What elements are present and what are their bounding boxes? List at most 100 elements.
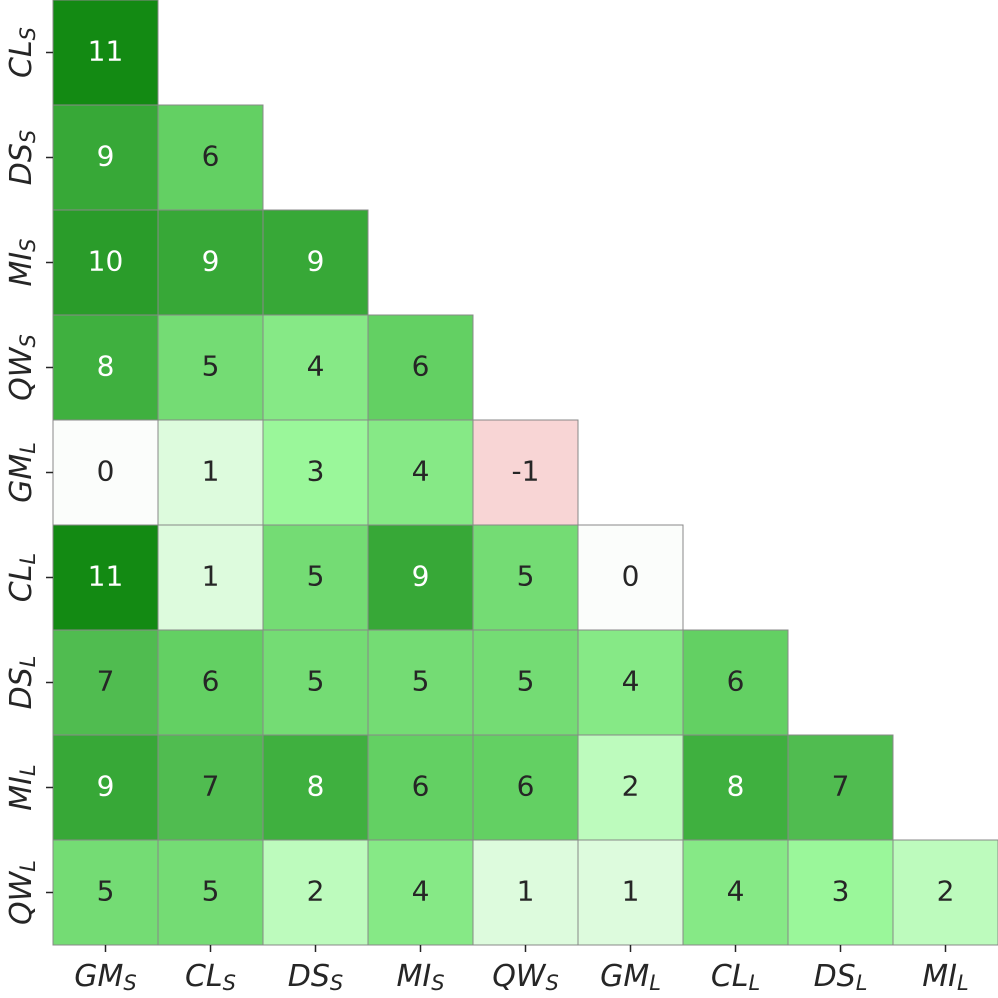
heatmap-cell	[577, 629, 684, 736]
heatmap-cell	[157, 734, 264, 841]
heatmap-cell	[577, 734, 684, 841]
label-text: MI	[4, 776, 39, 811]
axis-label: CLS	[4, 27, 41, 78]
heatmap-cell	[787, 839, 894, 946]
heatmap-cell	[472, 629, 579, 736]
cell-label: 4	[412, 875, 430, 908]
cell-label: 5	[307, 560, 325, 593]
label-text: DS	[4, 143, 39, 185]
cell-label: 1	[517, 875, 535, 908]
label-text: DS	[814, 959, 856, 994]
label-sub: S	[16, 238, 40, 251]
cell-label: 6	[202, 140, 220, 173]
label-text: MI	[4, 252, 39, 287]
heatmap-cell	[577, 524, 684, 631]
cell-label: 10	[88, 245, 124, 278]
heatmap-cell	[367, 524, 474, 631]
label-sub: S	[16, 27, 40, 40]
cell-label: 4	[307, 350, 325, 383]
heatmap-cell	[157, 419, 264, 526]
label-text: GM	[74, 959, 123, 994]
label-sub: L	[16, 553, 40, 565]
cell-label: 2	[622, 770, 640, 803]
label-sub: L	[649, 971, 661, 995]
cell-label: 11	[88, 560, 124, 593]
axis-label: MIL	[4, 764, 41, 810]
heatmap-cell	[52, 734, 159, 841]
cell-label: 2	[307, 875, 325, 908]
heatmap-cell	[472, 839, 579, 946]
cell-label: 7	[97, 665, 115, 698]
label-text: MI	[396, 959, 431, 994]
cell-label: 7	[202, 770, 220, 803]
cell-label: 9	[97, 770, 115, 803]
cell-label: 7	[832, 770, 850, 803]
heatmap-cell	[787, 734, 894, 841]
label-text: CL	[711, 959, 749, 994]
axis-label: CLL	[4, 553, 41, 602]
heatmap-cell	[52, 0, 159, 106]
cell-label: 5	[517, 560, 535, 593]
cell-label: 2	[937, 875, 955, 908]
heatmap-cell	[157, 629, 264, 736]
cell-label: 6	[727, 665, 745, 698]
label-sub: S	[431, 971, 444, 995]
heatmap-cell	[157, 314, 264, 421]
cell-label: 1	[202, 560, 220, 593]
label-sub: L	[16, 656, 40, 668]
cell-label: 6	[517, 770, 535, 803]
cell-label: 3	[832, 875, 850, 908]
cell-label: 8	[307, 770, 325, 803]
heatmap-cell	[682, 734, 789, 841]
heatmap-cell	[157, 524, 264, 631]
heatmap-cell	[367, 314, 474, 421]
label-sub: L	[957, 971, 969, 995]
label-text: CL	[4, 565, 39, 603]
heatmap-cell	[262, 629, 369, 736]
cell-label: 8	[97, 350, 115, 383]
heatmap-cell	[472, 524, 579, 631]
cell-label: 0	[622, 560, 640, 593]
cell-label: 9	[307, 245, 325, 278]
heatmap-cell	[892, 839, 998, 946]
heatmap-cell	[262, 209, 369, 316]
axis-label: CLL	[711, 959, 760, 996]
label-text: QW	[4, 346, 39, 401]
cell-label: -1	[512, 455, 540, 488]
cell-label: 5	[412, 665, 430, 698]
label-sub: S	[16, 130, 40, 143]
label-text: GM	[600, 959, 649, 994]
cell-label: 4	[727, 875, 745, 908]
heatmap-cell	[367, 839, 474, 946]
heatmap-cell	[367, 629, 474, 736]
axis-label: GMS	[74, 959, 136, 996]
label-sub: S	[330, 971, 343, 995]
label-sub: L	[16, 860, 40, 872]
cell-label: 6	[412, 770, 430, 803]
label-sub: L	[856, 971, 868, 995]
heatmap-cell	[52, 839, 159, 946]
cell-label: 5	[202, 875, 220, 908]
label-sub: S	[223, 971, 236, 995]
cell-label: 9	[412, 560, 430, 593]
cell-label: 1	[202, 455, 220, 488]
cell-label: 9	[202, 245, 220, 278]
cell-label: 5	[97, 875, 115, 908]
cell-label: 3	[307, 455, 325, 488]
cell-label: 1	[622, 875, 640, 908]
axis-label: QWL	[4, 860, 41, 925]
heatmap-cell	[157, 839, 264, 946]
cell-label: 0	[97, 455, 115, 488]
cell-label: 11	[88, 35, 124, 68]
label-text: QW	[492, 959, 547, 994]
heatmap-cell	[52, 209, 159, 316]
cell-label: 4	[622, 665, 640, 698]
cell-label: 5	[202, 350, 220, 383]
label-sub: S	[545, 971, 558, 995]
label-text: DS	[288, 959, 330, 994]
axis-label: QWS	[492, 959, 559, 996]
label-sub: L	[16, 442, 40, 454]
label-text: DS	[4, 667, 39, 709]
label-text: GM	[4, 454, 39, 503]
